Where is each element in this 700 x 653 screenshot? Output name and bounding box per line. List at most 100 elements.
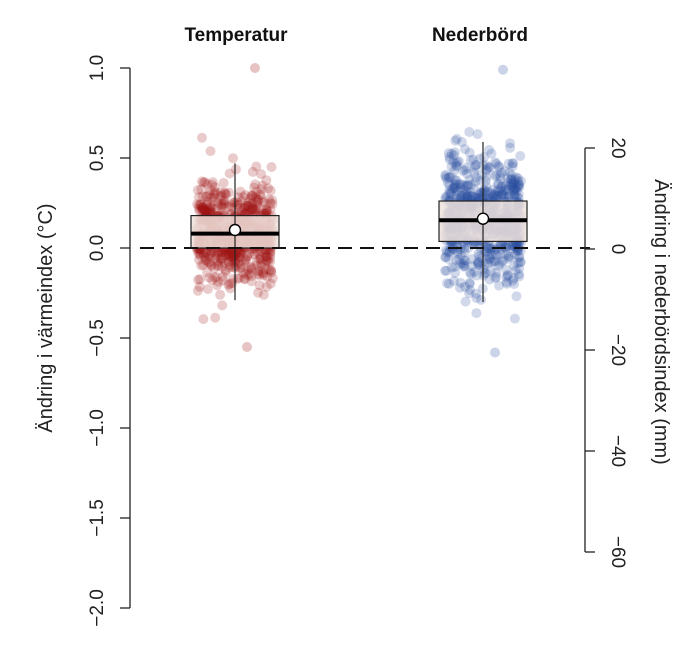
left-tick-label: 1.0 — [87, 55, 108, 81]
left-axis-label: Ändring i värmeindex (°C) — [35, 203, 57, 432]
data-point — [450, 268, 461, 278]
data-point — [235, 248, 246, 259]
data-point — [201, 200, 212, 211]
data-point — [462, 189, 473, 200]
data-point — [509, 191, 520, 201]
data-point — [263, 256, 274, 266]
data-point — [462, 191, 473, 202]
data-point — [220, 265, 231, 276]
data-point — [460, 181, 471, 191]
data-point — [456, 190, 467, 201]
data-point — [200, 205, 211, 216]
data-point — [511, 291, 522, 302]
data-point — [224, 187, 234, 198]
data-point — [448, 276, 459, 286]
data-point — [239, 203, 250, 214]
data-point — [250, 204, 261, 215]
data-point — [243, 200, 254, 211]
data-point — [466, 269, 477, 280]
data-point — [193, 248, 204, 259]
data-point — [473, 257, 484, 268]
data-point — [483, 162, 494, 173]
data-point — [506, 174, 517, 185]
data-point — [459, 261, 470, 272]
data-point — [507, 158, 518, 169]
data-point — [444, 278, 455, 289]
right-tick-label: 0 — [607, 244, 628, 255]
data-point — [450, 135, 461, 146]
data-point — [491, 158, 502, 169]
data-point — [508, 243, 519, 254]
data-point — [444, 185, 455, 196]
data-point — [198, 177, 209, 188]
data-point — [202, 207, 213, 218]
data-point — [503, 251, 514, 262]
data-point — [251, 256, 262, 267]
data-point — [496, 244, 507, 255]
data-point — [449, 180, 460, 191]
data-point — [481, 254, 492, 265]
data-point — [207, 177, 218, 188]
data-point — [496, 181, 507, 192]
data-point — [471, 159, 482, 170]
data-point — [207, 179, 218, 190]
data-point — [263, 264, 274, 275]
data-point — [250, 205, 261, 216]
data-point — [442, 177, 453, 188]
data-point — [261, 207, 272, 218]
data-point — [258, 268, 269, 279]
data-point — [192, 199, 203, 210]
data-point — [486, 256, 497, 267]
data-point — [240, 200, 251, 211]
data-point — [211, 272, 222, 282]
data-point — [200, 255, 211, 265]
data-point — [441, 173, 452, 184]
data-point — [240, 254, 251, 265]
data-point — [490, 157, 501, 168]
data-point — [509, 178, 520, 189]
data-point — [490, 189, 501, 200]
data-point — [486, 244, 497, 255]
data-point — [261, 251, 272, 262]
data-point — [220, 188, 231, 199]
data-point — [205, 185, 216, 196]
data-point — [456, 137, 467, 147]
data-point — [510, 183, 521, 194]
data-point — [488, 184, 498, 195]
data-point — [264, 253, 275, 264]
data-point — [448, 156, 459, 167]
data-point — [506, 178, 517, 189]
left-tick-label: 0.0 — [87, 235, 108, 261]
data-point — [460, 165, 470, 175]
data-point — [485, 266, 496, 276]
data-point — [247, 204, 258, 215]
data-point — [267, 273, 278, 284]
data-point — [481, 165, 492, 176]
data-point — [210, 250, 221, 261]
data-point — [484, 252, 495, 263]
data-point — [247, 191, 258, 202]
data-point — [198, 204, 209, 214]
data-point — [493, 260, 504, 271]
data-point — [220, 266, 231, 277]
data-point — [228, 153, 238, 164]
data-point — [228, 247, 239, 258]
data-point — [513, 257, 523, 268]
data-point — [499, 191, 510, 202]
data-point — [473, 248, 484, 259]
data-point — [258, 197, 268, 208]
left-tick-label: 0.5 — [87, 145, 108, 171]
data-point — [450, 158, 461, 169]
data-point — [465, 187, 476, 197]
data-point — [213, 247, 223, 258]
data-point — [252, 200, 263, 211]
data-point — [255, 189, 266, 200]
data-point — [504, 189, 515, 200]
data-point — [447, 241, 458, 252]
data-point — [240, 268, 251, 279]
data-point — [256, 169, 267, 180]
data-point — [207, 207, 217, 218]
data-point — [473, 258, 484, 269]
data-point — [196, 184, 207, 195]
data-point — [468, 154, 479, 165]
